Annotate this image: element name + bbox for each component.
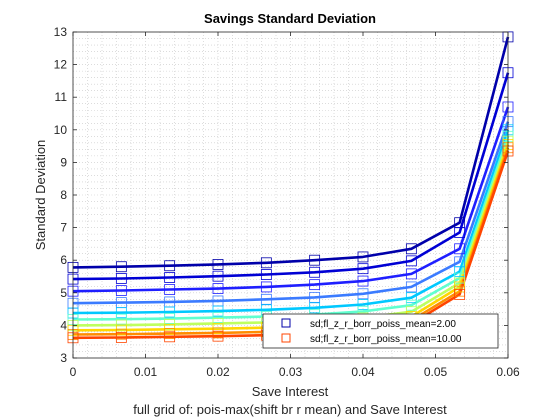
series-marker-4 (260, 293, 272, 305)
series-marker-6 (405, 299, 417, 311)
x-tick-label: 0.05 (424, 365, 448, 379)
legend-box (262, 313, 499, 349)
series-marker-1 (164, 260, 176, 272)
series-line-1 (72, 36, 510, 269)
series-marker-5 (115, 307, 127, 319)
legend-label-mean-2: sd;fl_z_r_borr_poiss_mean=2.00 (310, 319, 456, 330)
series-marker-2 (357, 263, 369, 275)
series-marker-4 (309, 291, 321, 303)
series-marker-5 (357, 299, 369, 310)
y-tick-label: 11 (55, 90, 68, 104)
series-line-5 (72, 129, 510, 315)
y-tick-label: 10 (54, 123, 68, 137)
series-marker-2 (405, 255, 417, 267)
y-tick-label: 9 (60, 155, 67, 169)
y-tick-label: 13 (54, 25, 68, 39)
series-marker-1 (260, 257, 272, 269)
series-marker-3 (260, 281, 272, 293)
series-marker-4 (405, 281, 417, 293)
series-marker-5 (212, 305, 224, 317)
series-marker-5 (309, 302, 321, 314)
series-marker-3 (309, 279, 321, 291)
series-marker-4 (357, 288, 369, 300)
x-tick-label: 0.06 (496, 365, 520, 379)
y-tick-label: 6 (60, 253, 67, 267)
grid (73, 32, 508, 358)
x-tick-label: 0 (70, 365, 77, 379)
y-ticks: 3 4 5 6 7 8 9 10 11 12 13 (54, 25, 508, 365)
series-marker-1 (405, 243, 417, 255)
series-marker-6 (164, 313, 176, 324)
series-marker-3 (357, 275, 369, 287)
x-tick-label: 0.02 (206, 365, 230, 379)
series-line-4 (72, 121, 510, 305)
series-marker-3 (454, 243, 466, 255)
series-marker-2 (309, 266, 321, 278)
series-marker-3 (164, 284, 176, 295)
y-tick-label: 3 (60, 351, 67, 365)
series-marker-10 (212, 330, 224, 342)
legend-marker-mean-2 (281, 318, 291, 328)
series-marker-1 (212, 259, 224, 270)
series-marker-10 (164, 331, 176, 343)
y-tick-label: 7 (60, 221, 67, 235)
series-marker-2 (260, 269, 272, 280)
figure-caption: full grid of: pois-max(shift br r mean) … (133, 402, 447, 417)
series-line-3 (72, 106, 510, 293)
series-marker-10 (454, 289, 466, 300)
y-tick-label: 12 (54, 58, 68, 72)
series-marker-6 (115, 313, 127, 325)
series-marker-2 (212, 270, 224, 282)
legend: sd;fl_z_r_borr_poiss_mean=2.00 sd;fl_z_r… (262, 313, 499, 349)
series-line-2 (72, 72, 510, 281)
y-axis-label: Standard Deviation (33, 140, 48, 251)
series-marker-5 (405, 292, 417, 304)
y-tick-label: 8 (60, 188, 67, 202)
x-tick-label: 0.01 (134, 365, 158, 379)
series-marker-5 (454, 266, 466, 278)
x-tick-label: 0.03 (279, 365, 303, 379)
series-marker-2 (454, 227, 466, 238)
series-marker-5 (164, 306, 176, 318)
series-marker-2 (164, 272, 176, 283)
x-tick-label: 0.04 (351, 365, 375, 379)
series-lines (72, 36, 510, 340)
series-marker-1 (115, 261, 127, 273)
series-marker-1 (357, 251, 369, 263)
series-marker-3 (115, 285, 127, 296)
y-tick-label: 5 (60, 286, 67, 300)
series-marker-2 (115, 273, 127, 284)
series-marker-10 (115, 332, 127, 343)
series-marker-3 (405, 268, 417, 280)
y-tick-label: 4 (60, 318, 67, 332)
chart-title: Savings Standard Deviation (204, 11, 376, 26)
series-marker-6 (212, 312, 224, 323)
series-marker-3 (212, 283, 224, 294)
x-axis-label: Save Interest (252, 384, 329, 399)
legend-marker-mean-10 (281, 333, 291, 343)
legend-label-mean-10: sd;fl_z_r_borr_poiss_mean=10.00 (310, 334, 462, 345)
x-ticks: 0 0.01 0.02 0.03 0.04 0.05 0.06 (70, 32, 520, 379)
series-marker-1 (309, 254, 321, 266)
